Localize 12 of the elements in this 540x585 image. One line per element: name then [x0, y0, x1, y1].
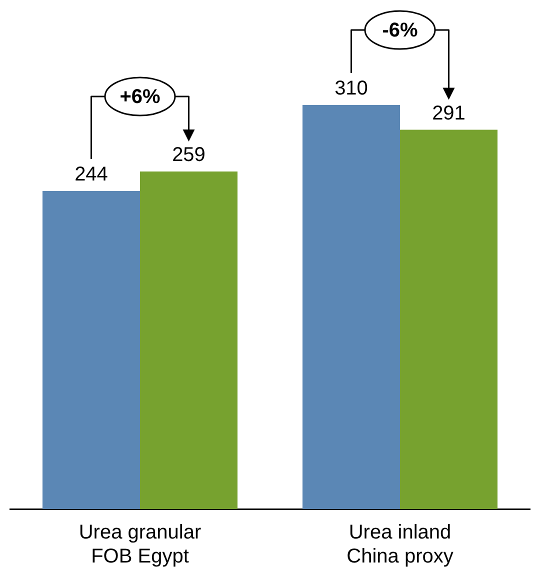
data-label: 244: [74, 164, 108, 186]
data-label: 291: [432, 102, 466, 124]
annotation: +6%: [120, 86, 161, 108]
bar: [400, 130, 498, 509]
data-label: 259: [172, 144, 206, 166]
bar: [140, 171, 238, 509]
bar: [42, 191, 140, 509]
x-tick-label: Urea granular FOB Egypt: [78, 522, 202, 568]
text: -6%: [382, 20, 418, 42]
x-tick-label: Urea inland China proxy: [346, 522, 454, 568]
bar: [302, 105, 400, 509]
data-label: 310: [334, 78, 368, 100]
